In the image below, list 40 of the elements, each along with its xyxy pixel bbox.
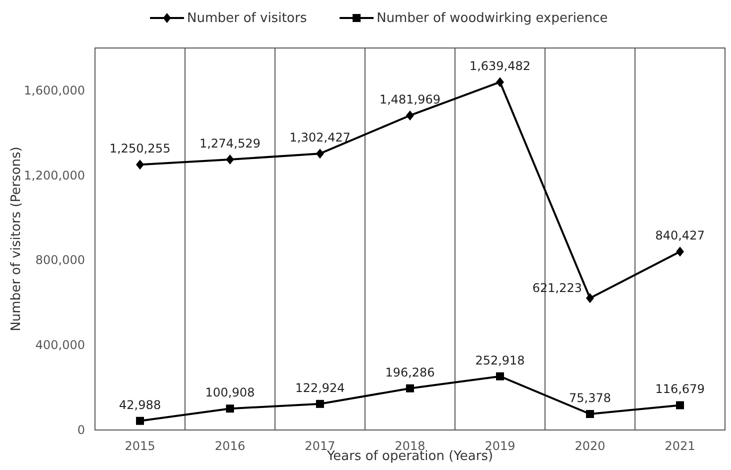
point: [136, 416, 144, 425]
y-tick-label: 1,600,000: [24, 83, 85, 98]
x-tick-label: 2015: [124, 439, 156, 453]
data-label: 122,924: [295, 380, 345, 395]
data-label: 252,918: [475, 353, 525, 368]
data-label: 840,427: [655, 228, 705, 243]
point: [496, 372, 504, 380]
point: [586, 410, 594, 418]
y-tick-label: 400,000: [35, 338, 85, 352]
data-label: 42,988: [119, 398, 161, 412]
point: [226, 154, 234, 165]
data-label: 116,679: [655, 382, 705, 396]
x-tick-label: 2016: [214, 439, 246, 453]
data-label: 1,481,969: [379, 92, 441, 106]
y-axis-title: Number of visitors (Persons): [9, 146, 24, 332]
point: [316, 148, 324, 159]
data-label: 1,274,529: [199, 136, 261, 151]
x-axis-title: Years of operation (Years): [326, 449, 494, 464]
data-label: 196,286: [385, 365, 435, 380]
data-label: 1,250,255: [109, 142, 171, 156]
data-label: 1,639,482: [469, 59, 531, 74]
x-tick-label: 2021: [664, 439, 696, 453]
point: [316, 400, 324, 408]
point: [586, 293, 594, 304]
y-tick-label: 0: [77, 423, 85, 437]
y-tick-label: 800,000: [35, 253, 85, 268]
legend-label: Number of woodwirking experience: [376, 11, 608, 26]
point: [136, 160, 144, 170]
x-tick-label: 2020: [574, 439, 606, 453]
y-tick-label: 1,200,000: [24, 168, 85, 182]
point: [496, 77, 504, 88]
point: [676, 401, 684, 410]
point: [406, 110, 414, 120]
point: [676, 246, 684, 257]
data-label: 1,302,427: [289, 130, 351, 145]
point: [226, 404, 234, 413]
legend-label: Number of visitors: [187, 11, 308, 26]
data-label: 100,908: [205, 386, 255, 400]
data-label: 75,378: [569, 391, 611, 406]
point: [406, 384, 414, 392]
